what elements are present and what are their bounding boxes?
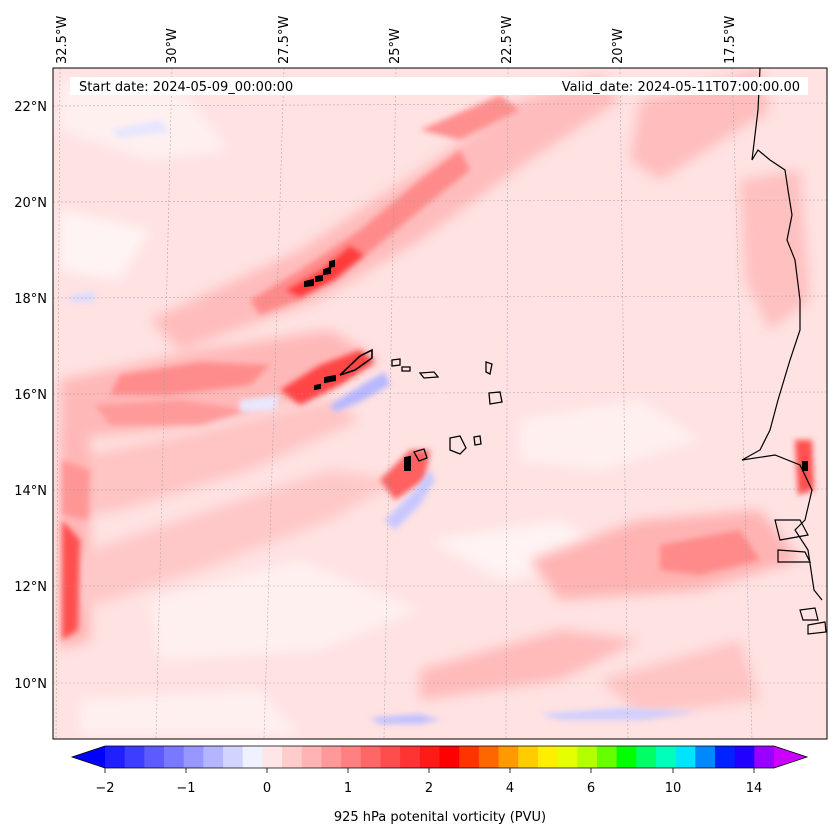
lon-tick-label: 27.5°W	[277, 16, 292, 64]
map-frame	[52, 67, 828, 740]
colorbar-cell	[616, 746, 637, 768]
lon-tick-label: 20°W	[611, 28, 626, 64]
lat-tick-label: 14°N	[14, 484, 47, 499]
colorbar-cell	[734, 746, 755, 768]
colorbar-cell	[478, 746, 500, 768]
colorbar-cell	[183, 746, 204, 768]
lat-tick-label: 20°N	[14, 196, 47, 211]
info-box: Start date: 2024-05-09_00:00:00 Valid_da…	[70, 77, 808, 95]
start-date-label: Start date: 2024-05-09_00:00:00	[79, 80, 293, 95]
lon-tick-label: 22.5°W	[500, 16, 515, 64]
valid-date-label: Valid_date: 2024-05-11T07:00:00.00	[562, 80, 800, 95]
colorbar-cell	[459, 746, 480, 768]
info-box-background	[70, 77, 808, 95]
colorbar-over-triangle	[774, 746, 807, 768]
colorbar-cell	[341, 746, 362, 768]
colorbar-cell	[321, 746, 342, 768]
lat-tick-label: 22°N	[14, 100, 47, 115]
colorbar-cell	[518, 746, 539, 768]
colorbar-cell	[636, 746, 657, 768]
lat-tick-label: 16°N	[14, 388, 47, 403]
coastlines	[741, 68, 827, 635]
colorbar: −2 −1 0 1 2 4 6 10 14 925 hPa potenital …	[70, 745, 809, 825]
colorbar-cell	[498, 746, 519, 768]
colorbar-label: 925 hPa potenital vorticity (PVU)	[334, 810, 546, 825]
colorbar-cell	[203, 746, 224, 768]
colorbar-cell	[400, 746, 421, 768]
pv-field-negative-patches	[70, 120, 700, 724]
colorbar-cell	[577, 746, 598, 768]
graticule	[53, 68, 827, 739]
lon-tick-label: 17.5°W	[723, 16, 738, 64]
colorbar-cell	[537, 746, 559, 768]
colorbar-cell	[124, 746, 145, 768]
lon-tick-label: 25°W	[388, 28, 403, 64]
colorbar-tick-label: −2	[95, 781, 114, 796]
colorbar-cell	[262, 746, 283, 768]
colorbar-tick-label: 14	[746, 781, 763, 796]
colorbar-under-triangle	[72, 746, 105, 768]
colorbar-tick-label: −1	[176, 781, 195, 796]
lat-tick-label: 10°N	[14, 677, 47, 692]
colorbar-cell	[714, 746, 736, 768]
colorbar-cell	[360, 746, 382, 768]
lon-tick-label: 30°W	[165, 28, 180, 64]
colorbar-cell	[242, 746, 264, 768]
colorbar-cell	[144, 746, 165, 768]
colorbar-cell	[282, 746, 303, 768]
colorbar-tick-label: 6	[587, 781, 595, 796]
colorbar-tick-label: 2	[425, 781, 433, 796]
map-panel: Start date: 2024-05-09_00:00:00 Valid_da…	[52, 67, 828, 740]
lat-tick-label: 18°N	[14, 292, 47, 307]
colorbar-cell	[439, 746, 460, 768]
colorbar-cell	[301, 746, 323, 768]
lat-tick-label: 12°N	[14, 580, 47, 595]
pv-maxima-contours	[304, 259, 808, 471]
colorbar-cell	[380, 746, 401, 768]
colorbar-tick-label: 10	[665, 781, 682, 796]
colorbar-cell	[754, 746, 775, 768]
colorbar-cell	[164, 746, 185, 768]
colorbar-cell	[223, 746, 244, 768]
colorbar-cell	[655, 746, 677, 768]
colorbar-cell	[557, 746, 578, 768]
colorbar-tick-label: 4	[506, 781, 514, 796]
colorbar-cells	[105, 746, 775, 768]
latitude-ticks: 22°N 20°N 18°N 16°N 14°N 12°N 10°N	[14, 100, 47, 692]
colorbar-cell	[596, 746, 618, 768]
colorbar-cell	[675, 746, 696, 768]
santo-antao-coast	[339, 348, 373, 376]
colorbar-cell	[695, 746, 716, 768]
colorbar-cell	[105, 746, 126, 768]
colorbar-tick-label: 0	[263, 781, 271, 796]
colorbar-cell	[419, 746, 441, 768]
cape-verde-islands	[391, 358, 503, 462]
colorbar-tick-label: 1	[344, 781, 352, 796]
longitude-ticks: 32.5°W 30°W 27.5°W 25°W 22.5°W 20°W 17.5…	[55, 16, 738, 64]
colorbar-ticks	[104, 768, 755, 773]
lon-tick-label: 32.5°W	[55, 16, 70, 64]
